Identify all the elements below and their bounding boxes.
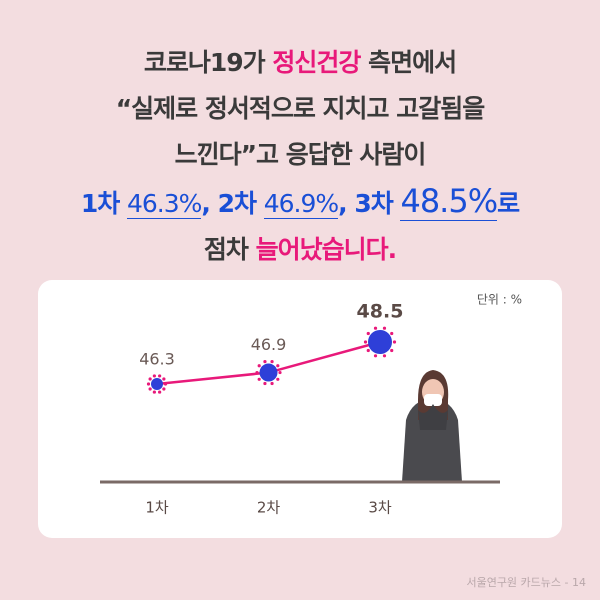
headline-line: 1차 46.3%, 2차 46.9%, 3차 48.5%로 [0,178,600,227]
virus-spike [158,390,162,394]
virus-spike [257,377,261,381]
virus-spike [152,390,156,394]
headline-text: 정신건강 [272,48,361,77]
virus-spike [158,374,162,378]
virus-spike [382,326,387,330]
headline-text: 1차 [80,189,127,218]
virus-spike [263,360,267,364]
virus-spike [163,382,168,386]
virus-spike [373,354,378,358]
headline-line: 느낀다”고 응답한 사람이 [0,132,600,178]
headline-text: , 3차 [338,189,401,218]
virus-spike [373,326,378,330]
headline-text: 46.9% [263,189,339,219]
virus-spike [146,382,151,386]
virus-spike [257,364,261,368]
point [259,363,278,382]
headline-text: 늘어났습니다. [255,235,397,264]
virus-spike [255,370,259,375]
headline-text: 로 [497,189,520,218]
virus-spike [382,354,387,358]
x-tick-label: 3차 [368,499,392,517]
virus-spike [276,377,280,381]
headline-line: “실제로 정서적으로 지치고 고갈됨을 [0,86,600,132]
headline-line: 코로나19가 정신건강 측면에서 [0,40,600,86]
virus-spike [263,381,267,386]
virus-spike [363,340,368,344]
virus-spike [276,364,280,368]
virus-spike [148,387,152,391]
virus-spike [390,331,394,336]
virus-spike [162,377,166,381]
headline-text: 점차 [203,235,256,264]
virus-spike [392,340,397,344]
x-tick-label: 1차 [145,499,169,517]
virus-spike [278,370,282,375]
headline-text: 느낀다”고 응답한 사람이 [174,140,427,169]
point [151,378,163,390]
data-label: 46.3 [139,350,175,369]
data-label: 46.9 [251,335,287,354]
headline-line: 점차 늘어났습니다. [0,227,600,273]
point [368,330,392,354]
virus-spike [366,331,370,336]
person-illustration [402,370,462,482]
unit-label: 단위 : % [477,293,522,307]
virus-spike [366,348,370,353]
x-tick-label: 2차 [257,499,281,517]
headline-text: , 2차 [201,189,264,218]
virus-spike [270,360,274,364]
footer: 서울연구원 카드뉴스 - 14 [466,576,586,589]
virus-spike [148,377,152,381]
headline-text: 측면에서 [360,48,457,77]
virus-spike [162,387,166,391]
headline-text: 48.5% [400,182,498,221]
data-label: 48.5 [357,301,404,323]
chart-card [38,280,562,538]
virus-spike [270,381,274,386]
virus-spike [152,374,156,378]
headline-text: 코로나19가 [143,48,273,77]
virus-spike [390,348,394,353]
headline-text: “실제로 정서적으로 지치고 고갈됨을 [115,94,486,123]
headline-text: 46.3% [126,189,202,219]
